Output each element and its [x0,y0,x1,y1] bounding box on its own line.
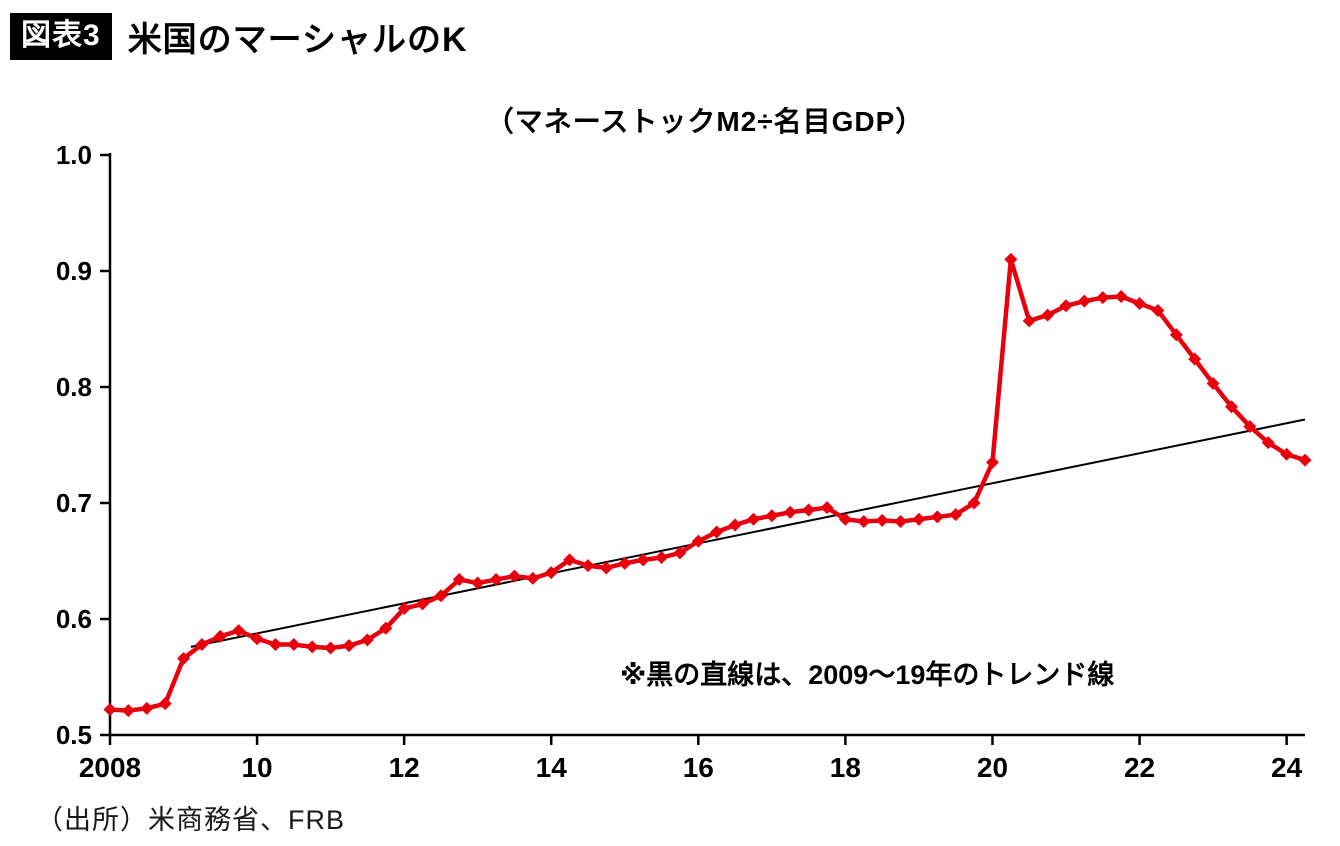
data-point-marker [1243,419,1257,433]
data-point-marker [1059,299,1073,313]
y-tick-label: 0.6 [56,604,92,634]
data-point-marker [287,638,301,652]
figure-number-badge: 図表3 [10,13,112,60]
data-point-marker [728,518,742,532]
data-point-marker [268,638,282,652]
data-point-marker [140,701,154,715]
data-point-marker [857,515,871,529]
trend-line [190,418,1306,648]
data-point-marker [783,505,797,519]
data-point-marker [1298,453,1312,467]
data-point-marker [985,455,999,469]
x-tick-label: 16 [683,752,714,783]
y-tick-label: 0.8 [56,372,92,402]
data-point-marker [1280,447,1294,461]
data-point-marker [471,576,485,590]
data-point-marker [930,510,944,524]
data-point-marker [1261,436,1275,450]
data-point-marker [1224,400,1238,414]
data-point-marker [1096,291,1110,305]
data-point-marker [103,702,117,716]
x-tick-label: 14 [536,752,568,783]
data-point-marker [581,559,595,573]
data-point-marker [894,515,908,529]
data-point-marker [875,513,889,527]
data-point-marker [1077,294,1091,308]
data-point-marker [967,496,981,510]
chart-title: （マネーストックM2÷名目GDP） [485,106,925,137]
data-point-marker [618,556,632,570]
trend-annotation: ※黒の直線は、2009〜19年のトレンド線 [620,659,1114,690]
data-point-marker [636,553,650,567]
data-point-marker [1114,290,1128,304]
data-point-marker [397,602,411,616]
data-point-marker [710,525,724,539]
data-point-marker [342,639,356,653]
data-point-marker [324,641,338,655]
data-point-marker [507,569,521,583]
data-point-marker [691,534,705,548]
data-point-marker [305,640,319,654]
y-tick-label: 0.5 [56,720,92,750]
data-point-marker [434,589,448,603]
figure-title: 米国のマーシャルのK [127,21,468,59]
data-point-marker [121,704,135,718]
data-point-marker [1041,308,1055,322]
figure-header: 図表3 米国のマーシャルのK [10,12,468,61]
data-point-marker [802,503,816,517]
y-tick-label: 0.9 [56,256,92,286]
data-point-marker [820,501,834,515]
source-note: （出所）米商務省、FRB [36,805,345,835]
x-tick-label: 12 [389,752,420,783]
data-point-marker [544,566,558,580]
x-tick-label: 20 [977,752,1008,783]
data-point-marker [232,624,246,638]
data-point-marker [452,573,466,587]
data-point-marker [416,597,430,611]
data-point-marker [213,629,227,643]
data-point-marker [655,551,669,565]
x-tick-label: 18 [830,752,861,783]
data-point-marker [250,632,264,646]
data-point-marker [177,651,191,665]
data-point-marker [1151,303,1165,317]
data-point-marker [746,512,760,526]
data-point-marker [1169,328,1183,342]
y-tick-label: 0.7 [56,488,92,518]
data-point-marker [360,633,374,647]
data-point-marker [563,553,577,567]
data-point-marker [765,509,779,523]
data-point-marker [599,561,613,575]
data-point-marker [1004,252,1018,266]
data-point-marker [1188,352,1202,366]
data-point-marker [195,638,209,652]
data-point-marker [1133,296,1147,310]
data-point-marker [489,573,503,587]
data-point-marker [158,697,172,711]
x-tick-label: 22 [1124,752,1155,783]
data-point-marker [379,621,393,635]
data-point-marker [912,512,926,526]
y-tick-label: 1.0 [56,140,92,170]
data-point-marker [949,508,963,522]
x-tick-label: 10 [241,752,272,783]
x-tick-label: 2008 [79,752,141,783]
data-point-marker [526,571,540,585]
data-point-marker [673,546,687,560]
data-point-marker [1022,314,1036,328]
data-point-marker [1206,377,1220,391]
x-tick-label: 24 [1271,752,1303,783]
data-point-marker [838,512,852,526]
